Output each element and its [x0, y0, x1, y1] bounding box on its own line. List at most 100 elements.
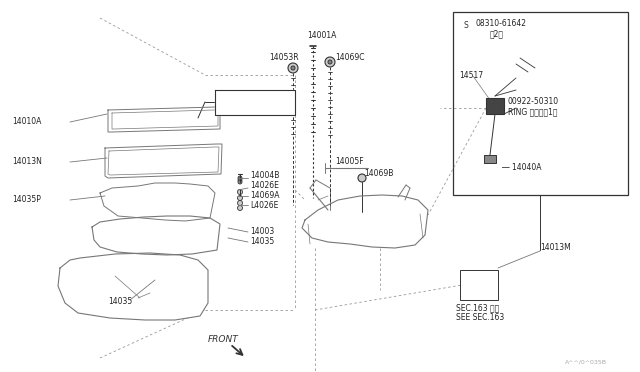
Circle shape [145, 112, 156, 124]
Circle shape [172, 115, 177, 119]
Circle shape [288, 63, 298, 73]
Circle shape [161, 227, 173, 239]
Circle shape [237, 196, 243, 201]
Text: 14010A: 14010A [12, 118, 42, 126]
Circle shape [168, 112, 179, 122]
Circle shape [157, 224, 177, 243]
Circle shape [183, 291, 193, 301]
Circle shape [317, 217, 328, 228]
Text: A^^/0^035B: A^^/0^035B [565, 359, 607, 365]
Circle shape [358, 174, 366, 182]
Text: PLUG プラグ（2）: PLUG プラグ（2） [217, 105, 263, 111]
Text: S: S [463, 22, 468, 31]
Polygon shape [100, 183, 215, 221]
Text: 14013N: 14013N [12, 157, 42, 167]
Text: 14517: 14517 [459, 71, 483, 80]
Text: L4026E: L4026E [250, 202, 278, 211]
Circle shape [464, 274, 472, 282]
Text: 14003: 14003 [250, 228, 275, 237]
Circle shape [207, 151, 214, 157]
Circle shape [118, 196, 127, 205]
Polygon shape [58, 253, 208, 320]
Circle shape [136, 227, 148, 239]
Text: 14035: 14035 [108, 298, 132, 307]
Circle shape [139, 230, 145, 236]
Circle shape [383, 206, 401, 224]
Bar [453, 12, 628, 195]
Circle shape [237, 201, 243, 205]
Text: 14035P: 14035P [12, 196, 41, 205]
Text: 14069B: 14069B [364, 170, 394, 179]
Text: SEE SEC.163: SEE SEC.163 [456, 314, 504, 323]
Circle shape [114, 231, 120, 237]
Circle shape [187, 229, 193, 235]
Circle shape [193, 113, 198, 119]
Text: （2）: （2） [490, 29, 504, 38]
Polygon shape [215, 90, 295, 115]
Circle shape [186, 153, 193, 160]
Circle shape [120, 115, 131, 125]
Circle shape [132, 224, 152, 243]
Circle shape [184, 226, 196, 238]
Circle shape [336, 208, 354, 226]
Text: 00933-1351A: 00933-1351A [217, 95, 264, 101]
Text: 14069A: 14069A [250, 192, 280, 201]
Circle shape [108, 224, 127, 244]
Text: 14013M: 14013M [540, 244, 571, 253]
Circle shape [482, 274, 490, 282]
Circle shape [163, 193, 173, 202]
Text: FRONT: FRONT [208, 336, 239, 344]
Circle shape [147, 115, 152, 121]
Circle shape [313, 213, 331, 231]
Circle shape [238, 180, 242, 184]
Circle shape [118, 157, 125, 164]
Circle shape [339, 212, 351, 222]
Polygon shape [92, 216, 220, 255]
Circle shape [458, 18, 474, 34]
Text: 14035: 14035 [250, 237, 275, 247]
Text: 14053R: 14053R [269, 54, 299, 62]
Circle shape [497, 97, 503, 103]
Circle shape [182, 149, 196, 163]
Circle shape [524, 48, 532, 56]
Text: 14026E: 14026E [250, 182, 279, 190]
Circle shape [160, 150, 174, 164]
Circle shape [180, 222, 200, 241]
Circle shape [113, 191, 131, 209]
Circle shape [387, 209, 397, 221]
Circle shape [163, 154, 170, 160]
Circle shape [238, 178, 242, 182]
Circle shape [359, 206, 377, 224]
Circle shape [159, 189, 177, 207]
Circle shape [186, 192, 195, 202]
Circle shape [191, 110, 202, 122]
Circle shape [111, 228, 123, 240]
Text: 08310-61642: 08310-61642 [476, 19, 527, 28]
Circle shape [237, 189, 243, 195]
Text: 14005F: 14005F [335, 157, 364, 167]
Circle shape [136, 190, 154, 208]
Circle shape [238, 176, 242, 180]
Circle shape [328, 60, 332, 64]
Circle shape [532, 58, 540, 65]
Bar [460, 270, 498, 300]
Circle shape [464, 288, 472, 296]
Text: 14069C: 14069C [335, 54, 365, 62]
Text: 00922-50310: 00922-50310 [508, 97, 559, 106]
Circle shape [511, 103, 521, 113]
Circle shape [136, 151, 150, 165]
Circle shape [124, 118, 129, 122]
Text: ― 14040A: ― 14040A [502, 164, 541, 173]
Text: RING リング（1）: RING リング（1） [508, 108, 557, 116]
Text: SEC.163 参照: SEC.163 参照 [456, 304, 499, 312]
Circle shape [325, 57, 335, 67]
Bar [484, 155, 496, 163]
Circle shape [141, 195, 150, 203]
Polygon shape [302, 195, 428, 248]
Circle shape [140, 154, 147, 161]
Text: 14001A: 14001A [307, 32, 337, 41]
Circle shape [482, 288, 490, 296]
Circle shape [164, 230, 170, 236]
Circle shape [291, 66, 295, 70]
Text: 14004B: 14004B [250, 171, 280, 180]
